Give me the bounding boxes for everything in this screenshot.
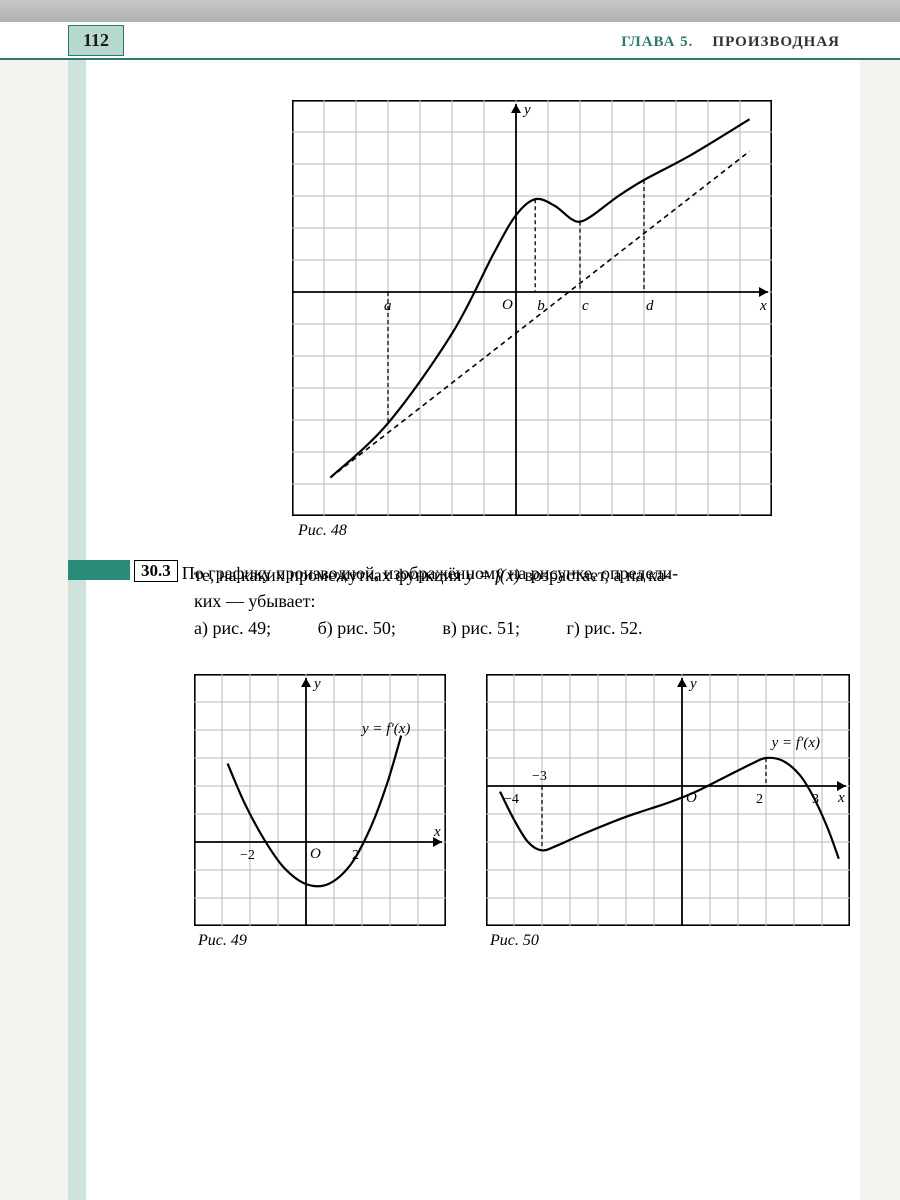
problem-line3: ких — убывает: [194, 591, 316, 611]
svg-text:y: y [522, 102, 531, 118]
page-number: 112 [83, 30, 109, 50]
problem-line2b: возрастает, а на ка- [520, 565, 671, 585]
svg-text:2: 2 [352, 848, 359, 863]
svg-text:x: x [837, 790, 845, 806]
option-a: а) рис. 49; [194, 618, 271, 638]
figure-48-caption: Рис. 48 [298, 522, 772, 540]
svg-text:d: d [646, 298, 654, 314]
figure-49-svg: y x O −2 2 y = f′(x) [194, 674, 446, 926]
chapter-heading: ГЛАВА 5. ПРОИЗВОДНАЯ [621, 34, 840, 51]
figure-49: y x O −2 2 y = f′(x) Рис. 49 [194, 674, 446, 950]
svg-text:y: y [312, 676, 321, 692]
svg-text:−3: −3 [532, 769, 547, 784]
figure-48: y x Oa b c d Рис. 48 [292, 100, 772, 540]
svg-text:x: x [759, 298, 767, 314]
svg-text:c: c [582, 298, 589, 314]
svg-text:y = f′(x): y = f′(x) [770, 735, 820, 751]
figure-50-svg: y x O −4 −3 2 3 y = f′(x) [486, 674, 850, 926]
svg-text:O: O [310, 846, 321, 862]
svg-text:O: O [502, 297, 513, 313]
svg-text:2: 2 [756, 792, 763, 807]
page-body: y x Oa b c d Рис. 48 30.3 По графику производ… [86, 60, 860, 1200]
chapter-title-text: ПРОИЗВОДНАЯ [712, 34, 840, 50]
left-color-sidebar [68, 60, 86, 1200]
problem-options: а) рис. 49; б) рис. 50; в) рис. 51; г) р… [194, 618, 840, 639]
bottom-figures-row: y x O −2 2 y = f′(x) Рис. 49 y x O −4 −3 2 3 y = f′(… [194, 674, 840, 950]
option-c: в) рис. 51; [442, 618, 520, 638]
option-b: б) рис. 50; [318, 618, 396, 638]
option-d: г) рис. 52. [567, 618, 643, 638]
svg-text:a: a [384, 298, 392, 314]
problem-30-3: 30.3 По графику производной, изображённо… [86, 560, 840, 639]
figure-48-svg: y x Oa b c d [292, 100, 772, 516]
svg-text:x: x [433, 824, 441, 840]
figure-50: y x O −4 −3 2 3 y = f′(x) Рис. 50 [486, 674, 850, 950]
figure-50-caption: Рис. 50 [490, 932, 850, 950]
problem-accent-bar [68, 560, 130, 580]
problem-function: y = f(x) [466, 565, 520, 585]
problem-number: 30.3 [134, 560, 178, 582]
svg-text:−4: −4 [504, 792, 519, 807]
svg-text:3: 3 [812, 792, 819, 807]
figure-49-caption: Рис. 49 [198, 932, 446, 950]
svg-text:y: y [688, 676, 697, 692]
svg-text:−2: −2 [240, 848, 255, 863]
svg-text:b: b [537, 298, 545, 314]
chapter-label: ГЛАВА 5. [621, 34, 693, 50]
page-number-box: 112 [68, 25, 124, 56]
svg-text:y = f′(x): y = f′(x) [360, 721, 410, 737]
svg-text:O: O [686, 790, 697, 806]
problem-line2a: те, на каких промежутках функция [194, 565, 466, 585]
problem-text-body: те, на каких промежутках функция y = f(x… [194, 562, 840, 614]
top-photo-edge [0, 0, 900, 22]
